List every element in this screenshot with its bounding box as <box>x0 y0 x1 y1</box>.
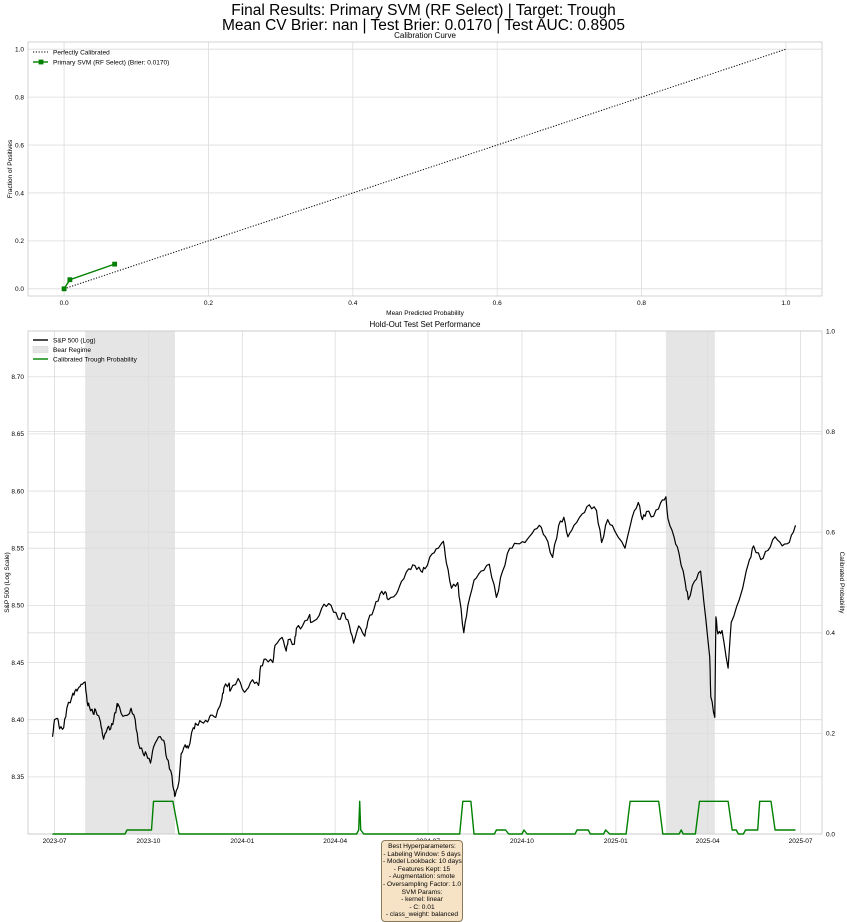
calibration-point <box>112 261 118 267</box>
hyperparameter-line: - Features Kept: 15 <box>393 865 451 873</box>
calibration-title: Calibration Curve <box>394 31 456 40</box>
y-tick-label: 0.0 <box>15 286 24 293</box>
legend-label: Perfectly Calibrated <box>53 49 110 56</box>
x-tick-label: 2023-10 <box>136 838 160 845</box>
y2-tick-label: 0.0 <box>826 831 835 838</box>
suptitle-line-2: Mean CV Brier: nan | Test Brier: 0.0170 … <box>222 17 625 34</box>
hyperparameter-line: SVM Params: <box>401 888 443 896</box>
legend-swatch <box>32 346 49 353</box>
hyperparameters-box: Best Hyperparameters: - Labeling Window: … <box>381 840 463 922</box>
x-tick-label: 1.0 <box>781 300 790 307</box>
y2-tick-label: 0.6 <box>826 530 835 537</box>
y-tick-label: 8.70 <box>11 374 24 381</box>
y-tick-label: 8.65 <box>11 431 24 438</box>
calibration-x-axis-label: Mean Predicted Probability <box>386 310 464 317</box>
perfect-calibration-line <box>63 48 787 290</box>
x-tick-label: 2024-01 <box>230 838 254 845</box>
y-tick-label: 8.40 <box>11 717 24 724</box>
x-tick-label: 2025-01 <box>604 838 628 845</box>
y2-tick-label: 1.0 <box>826 328 835 335</box>
x-tick-label: 2025-07 <box>789 838 813 845</box>
legend-marker <box>38 59 44 65</box>
y-tick-label: 1.0 <box>15 46 24 53</box>
bear-regime-band <box>85 331 175 834</box>
y2-tick-label: 0.8 <box>826 429 835 436</box>
x-tick-label: 2024-10 <box>510 838 534 845</box>
y-tick-label: 8.45 <box>11 660 24 667</box>
x-tick-label: 0.2 <box>204 300 213 307</box>
x-tick-label: 2025-04 <box>696 838 720 845</box>
hyperparameter-line: - Oversampling Factor: 1.0 <box>383 880 462 888</box>
trough-probability-line <box>52 800 796 835</box>
y-tick-label: 8.50 <box>11 603 24 610</box>
y-tick-label: 8.60 <box>11 488 24 495</box>
x-tick-label: 0.6 <box>493 300 502 307</box>
probability-y-axis-label: Calibrated Probability <box>838 552 845 615</box>
legend-label: Primary SVM (RF Select) (Brier: 0.0170) <box>53 59 169 66</box>
bear-regime-band <box>665 331 715 834</box>
y-tick-label: 8.35 <box>11 774 24 781</box>
holdout-title: Hold-Out Test Set Performance <box>369 320 481 329</box>
hyperparameter-line: - Augmentation: smote <box>389 873 455 881</box>
legend-label: Calibrated Trough Probability <box>53 356 138 363</box>
hyperparameter-line: - Model Lookback: 10 days <box>383 858 462 866</box>
x-tick-label: 0.0 <box>60 300 69 307</box>
hyperparameter-line: - Labeling Window: 5 days <box>383 850 461 858</box>
calibration-point <box>61 286 67 292</box>
sp500-line <box>51 496 797 797</box>
y-tick-label: 0.6 <box>15 142 24 149</box>
y-tick-label: 0.2 <box>15 238 24 245</box>
svm-calibration-line <box>63 263 115 290</box>
x-tick-label: 2023-07 <box>43 838 67 845</box>
hyperparameter-line: Best Hyperparameters: <box>388 843 456 850</box>
y2-tick-label: 0.4 <box>826 630 835 637</box>
hyperparameter-line: - class_weight: balanced <box>385 911 459 919</box>
hyperparameter-line: - C: 0.01 <box>409 903 435 911</box>
calibration-axes-frame <box>27 41 823 297</box>
sp500-y-axis-label: S&P 500 (Log Scale) <box>4 552 11 613</box>
y-tick-label: 0.8 <box>15 94 24 101</box>
y-tick-label: 8.55 <box>11 546 24 553</box>
x-tick-label: 0.8 <box>637 300 646 307</box>
calibration-y-axis-label: Fraction of Positives <box>7 139 14 198</box>
legend-label: S&P 500 (Log) <box>53 337 96 344</box>
suptitle-line-1: Final Results: Primary SVM (RF Select) |… <box>231 2 616 19</box>
calibration-point <box>67 277 73 283</box>
x-tick-label: 0.4 <box>348 300 357 307</box>
legend-label: Bear Regime <box>53 347 91 354</box>
y2-tick-label: 0.2 <box>826 731 835 738</box>
y-tick-label: 0.4 <box>15 190 24 197</box>
x-tick-label: 2024-04 <box>323 838 347 845</box>
hyperparameter-line: - kernel: linear <box>401 896 443 904</box>
